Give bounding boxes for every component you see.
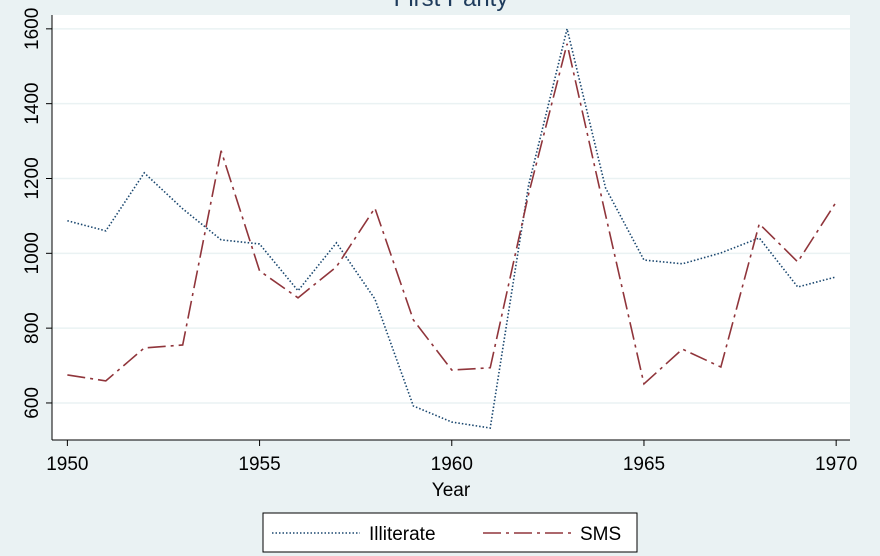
plot-area	[52, 15, 850, 440]
y-tick-label: 1600	[22, 8, 43, 50]
x-axis-label: Year	[432, 480, 471, 501]
x-tick-label: 1960	[431, 454, 473, 475]
x-tick-label: 1965	[623, 454, 665, 475]
legend-label: Illiterate	[369, 524, 436, 545]
chart-title: First Parity	[394, 0, 509, 12]
y-tick-label: 1200	[22, 157, 43, 199]
y-tick-label: 800	[22, 312, 43, 344]
y-tick-label: 1400	[22, 83, 43, 125]
legend-label: SMS	[580, 524, 621, 545]
y-tick-label: 600	[22, 387, 43, 419]
x-tick-label: 1955	[238, 454, 280, 475]
data-line	[67, 43, 837, 386]
x-tick-label: 1970	[815, 454, 857, 475]
data-line	[67, 28, 837, 429]
y-tick-label: 1000	[22, 232, 43, 274]
x-tick-label: 1950	[46, 454, 88, 475]
